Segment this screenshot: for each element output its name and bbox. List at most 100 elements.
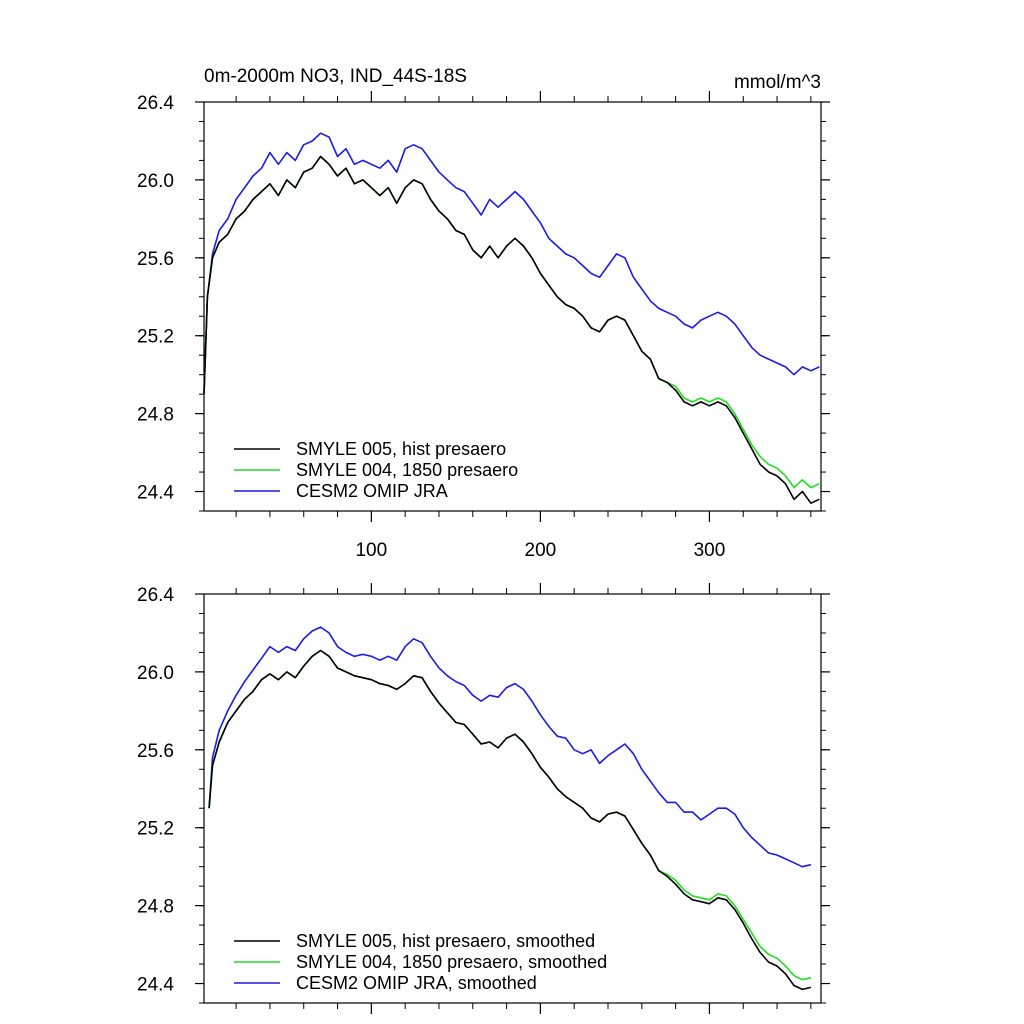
top-panel: 24.4 24.8 25.2 25.6 26.0 26.4 100 200 300 0m-2000… <box>137 66 830 561</box>
data-point <box>362 654 364 656</box>
data-point <box>548 238 550 240</box>
data-point <box>413 144 415 146</box>
data-point <box>413 179 415 181</box>
data-point <box>717 312 719 314</box>
data-point <box>556 788 558 790</box>
data-point <box>641 842 643 844</box>
data-point <box>709 405 711 407</box>
data-point <box>244 210 246 212</box>
data-point <box>523 245 525 247</box>
data-point <box>447 675 449 677</box>
data-point <box>286 152 288 154</box>
data-point <box>480 743 482 745</box>
data-point <box>218 230 220 232</box>
data-point <box>235 218 237 220</box>
data-point <box>819 483 821 485</box>
data-point <box>675 880 677 882</box>
data-point <box>802 479 804 481</box>
data-point <box>447 179 449 181</box>
data-point <box>590 817 592 819</box>
data-point <box>497 257 499 259</box>
data-point <box>227 722 229 724</box>
data-point <box>624 815 626 817</box>
x-tick-label: 200 <box>525 540 557 561</box>
data-point <box>700 819 702 821</box>
data-point <box>742 827 744 829</box>
data-point <box>421 677 423 679</box>
chart-title: 0m-2000m NO3, IND_44S-18S <box>204 66 467 87</box>
data-point <box>252 691 254 693</box>
data-point <box>556 296 558 298</box>
data-point <box>286 671 288 673</box>
data-point <box>320 650 322 652</box>
data-point <box>641 768 643 770</box>
data-point <box>345 148 347 150</box>
y-tick-label: 24.8 <box>137 405 174 426</box>
data-point <box>252 199 254 201</box>
data-point <box>692 899 694 901</box>
plot-frame <box>203 101 822 512</box>
data-point <box>261 679 263 681</box>
data-point <box>396 202 398 204</box>
data-point <box>768 358 770 360</box>
data-point <box>413 675 415 677</box>
data-point <box>472 694 474 696</box>
data-point <box>802 979 804 981</box>
data-point <box>286 646 288 648</box>
data-point <box>751 448 753 450</box>
data-point <box>514 733 516 735</box>
data-point <box>489 245 491 247</box>
y-tick-label: 25.6 <box>137 741 174 762</box>
data-point <box>244 681 246 683</box>
data-point <box>734 905 736 907</box>
data-point <box>700 401 702 403</box>
data-point <box>607 319 609 321</box>
data-point <box>573 749 575 751</box>
data-point <box>709 899 711 901</box>
data-point <box>540 767 542 769</box>
data-point <box>514 238 516 240</box>
data-point <box>207 296 209 298</box>
data-point <box>455 722 457 724</box>
data-point <box>447 218 449 220</box>
data-point <box>624 743 626 745</box>
data-point <box>616 811 618 813</box>
data-point <box>269 673 271 675</box>
data-point <box>531 257 533 259</box>
data-point <box>810 864 812 866</box>
data-point <box>717 807 719 809</box>
data-point <box>692 811 694 813</box>
data-point <box>362 677 364 679</box>
data-point <box>759 456 761 458</box>
y-tick-label: 25.2 <box>137 327 174 348</box>
data-point <box>683 401 685 403</box>
legend-label: SMYLE 004, 1850 presaero, smoothed <box>296 952 607 972</box>
data-point <box>438 171 440 173</box>
data-point <box>531 210 533 212</box>
data-point <box>506 199 508 201</box>
data-point <box>269 183 271 185</box>
data-point <box>641 288 643 290</box>
data-point <box>616 749 618 751</box>
data-point <box>819 499 821 501</box>
data-point <box>472 202 474 204</box>
data-point <box>480 214 482 216</box>
data-point <box>633 829 635 831</box>
data-point <box>328 656 330 658</box>
data-point <box>480 257 482 259</box>
data-point <box>658 378 660 380</box>
y-tick-label: 25.2 <box>137 819 174 840</box>
data-point <box>396 659 398 661</box>
data-point <box>768 954 770 956</box>
data-point <box>709 903 711 905</box>
data-point <box>212 757 214 759</box>
data-point <box>759 946 761 948</box>
data-point <box>709 315 711 317</box>
data-point <box>607 755 609 757</box>
data-point <box>421 642 423 644</box>
series-line <box>203 155 820 489</box>
data-point <box>582 265 584 267</box>
data-point <box>565 796 567 798</box>
data-point <box>320 626 322 628</box>
data-point <box>616 253 618 255</box>
